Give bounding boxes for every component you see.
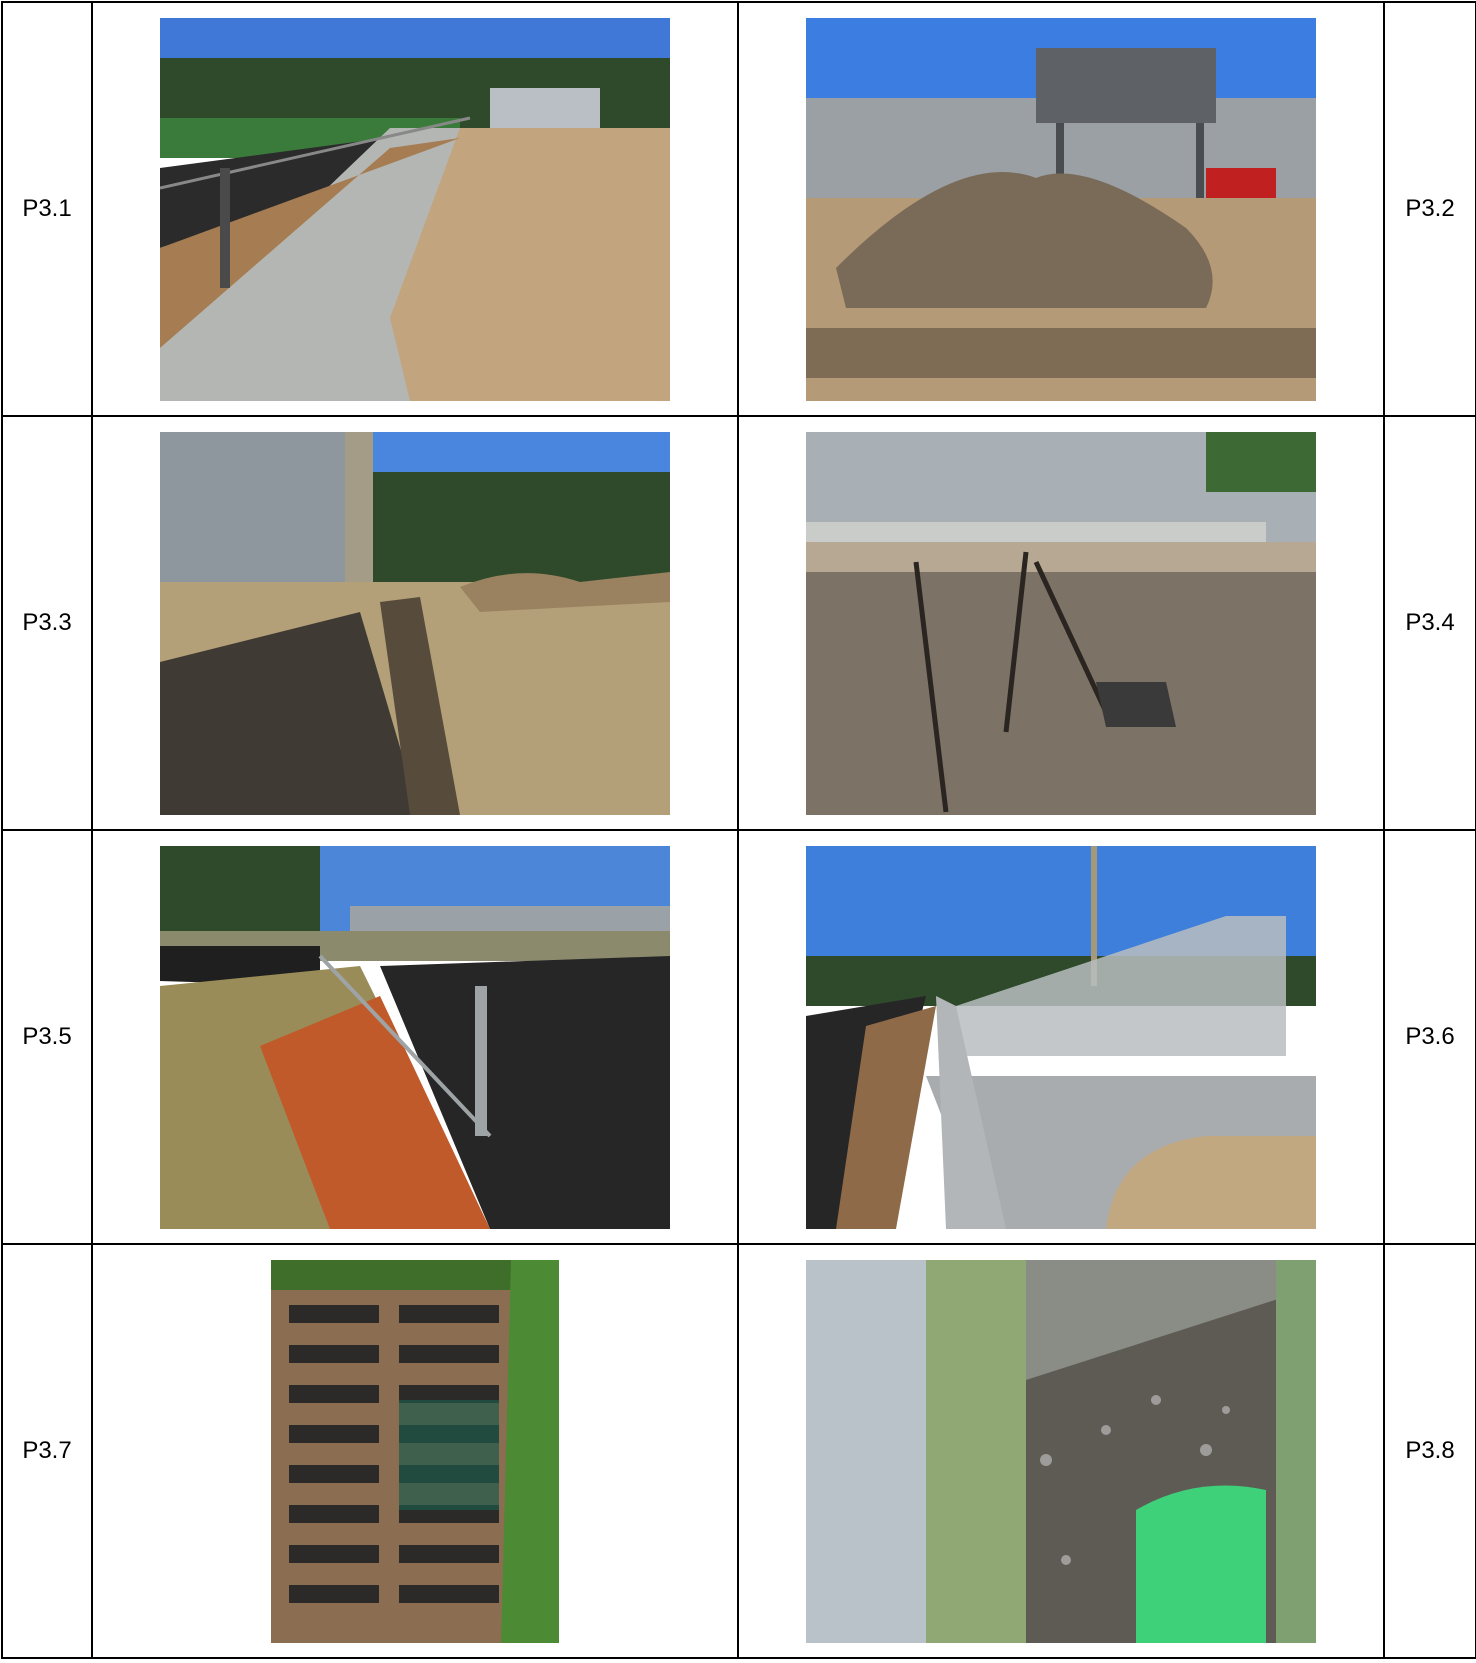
photo-label: P3.8 <box>1383 1243 1476 1659</box>
photo-cell <box>737 415 1385 831</box>
photo-eroded-slope <box>806 431 1316 815</box>
photo-label: P3.6 <box>1383 829 1476 1245</box>
photo-cell <box>737 1 1385 417</box>
photo-soil-pile <box>806 17 1316 401</box>
photo-bleachers-ramp <box>806 845 1316 1229</box>
photo-label: P3.4 <box>1383 415 1476 831</box>
photo-label: P3.3 <box>1 415 93 831</box>
photo-fence-clay <box>160 845 670 1229</box>
photo-row-1: P3.1 <box>1 1 1476 417</box>
photo-row-4: P3.7 <box>1 1243 1476 1659</box>
photo-row-3: P3.5 <box>1 829 1476 1245</box>
photo-drain-grate <box>271 1259 559 1643</box>
photo-cell <box>737 1243 1385 1659</box>
photo-walkway <box>160 17 670 401</box>
photo-cell <box>91 829 739 1245</box>
photo-label: P3.5 <box>1 829 93 1245</box>
photo-cell <box>737 829 1385 1245</box>
photo-green-pipe <box>806 1259 1316 1643</box>
photo-row-2: P3.3 <box>1 415 1476 831</box>
photo-trench <box>160 431 670 815</box>
photo-label: P3.1 <box>1 1 93 417</box>
photo-label: P3.7 <box>1 1243 93 1659</box>
photo-cell <box>91 1 739 417</box>
photo-cell <box>91 1243 739 1659</box>
photo-label: P3.2 <box>1383 1 1476 417</box>
photo-cell <box>91 415 739 831</box>
